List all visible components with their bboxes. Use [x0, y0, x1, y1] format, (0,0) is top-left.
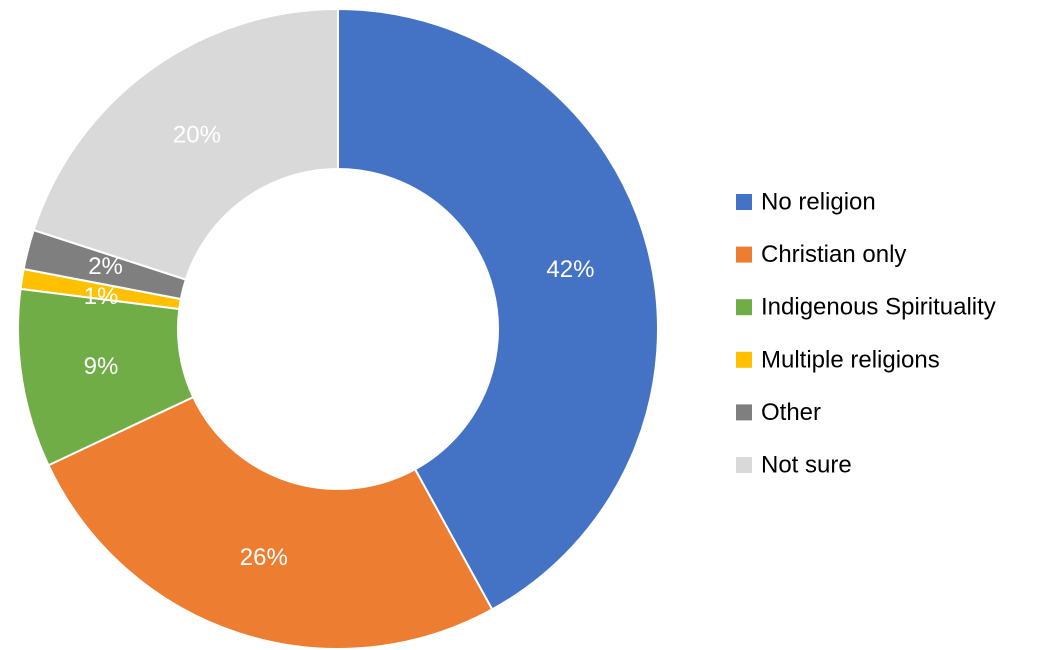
chart-legend: No religion Christian only Indigenous Spir…: [736, 189, 996, 479]
legend-swatch-not-sure: [736, 457, 752, 473]
legend-swatch-christian-only: [736, 246, 752, 263]
chart-data-labels: 42% 26% 9% 1% 2% 20%: [84, 121, 595, 570]
legend-label-indigenous-spirituality: Indigenous Spirituality: [761, 294, 996, 321]
data-label-no-religion: 42%: [546, 256, 594, 283]
chart-slices: [17, 7, 659, 650]
legend-item-indigenous-spirituality: Indigenous Spirituality: [736, 294, 996, 321]
legend-label-christian-only: Christian only: [761, 241, 906, 268]
data-label-not-sure: 20%: [173, 121, 221, 148]
data-label-indigenous-spirituality: 9%: [84, 353, 119, 380]
data-label-multiple-religions: 1%: [84, 283, 119, 310]
legend-label-multiple-religions: Multiple religions: [761, 346, 940, 373]
legend-swatch-multiple-religions: [736, 351, 752, 368]
legend-label-not-sure: Not sure: [761, 452, 852, 479]
legend-item-other: Other: [736, 399, 821, 426]
slice-no-religion: [337, 7, 659, 611]
legend-item-multiple-religions: Multiple religions: [736, 346, 940, 373]
legend-item-christian-only: Christian only: [736, 241, 906, 268]
legend-swatch-no-religion: [736, 194, 752, 210]
data-label-christian-only: 26%: [240, 544, 288, 571]
slice-christian-only: [47, 395, 494, 650]
legend-swatch-other: [736, 404, 752, 421]
legend-item-no-religion: No religion: [736, 189, 876, 216]
legend-swatch-indigenous-spirituality: [736, 299, 752, 316]
legend-label-other: Other: [761, 399, 821, 426]
legend-item-not-sure: Not sure: [736, 452, 852, 479]
data-label-other: 2%: [88, 253, 123, 280]
slice-not-sure: [32, 7, 339, 281]
legend-label-no-religion: No religion: [761, 189, 876, 216]
